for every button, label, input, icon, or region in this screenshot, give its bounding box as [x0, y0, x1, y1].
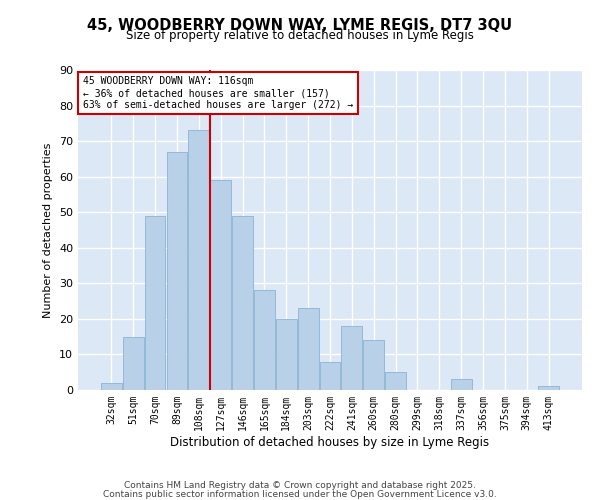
Bar: [101, 383, 122, 390]
Text: 45, WOODBERRY DOWN WAY, LYME REGIS, DT7 3QU: 45, WOODBERRY DOWN WAY, LYME REGIS, DT7 …: [88, 18, 512, 32]
Bar: [145, 216, 166, 390]
Bar: [385, 372, 406, 390]
Bar: [451, 380, 472, 390]
Bar: [188, 130, 209, 390]
Bar: [320, 362, 340, 390]
Bar: [364, 340, 384, 390]
Bar: [210, 180, 231, 390]
Text: Contains public sector information licensed under the Open Government Licence v3: Contains public sector information licen…: [103, 490, 497, 499]
Text: Contains HM Land Registry data © Crown copyright and database right 2025.: Contains HM Land Registry data © Crown c…: [124, 481, 476, 490]
Bar: [123, 336, 143, 390]
Y-axis label: Number of detached properties: Number of detached properties: [43, 142, 53, 318]
Bar: [538, 386, 559, 390]
Bar: [254, 290, 275, 390]
Bar: [232, 216, 253, 390]
Bar: [298, 308, 319, 390]
Text: Size of property relative to detached houses in Lyme Regis: Size of property relative to detached ho…: [126, 29, 474, 42]
Bar: [341, 326, 362, 390]
X-axis label: Distribution of detached houses by size in Lyme Regis: Distribution of detached houses by size …: [170, 436, 490, 448]
Bar: [276, 319, 296, 390]
Bar: [167, 152, 187, 390]
Text: 45 WOODBERRY DOWN WAY: 116sqm
← 36% of detached houses are smaller (157)
63% of : 45 WOODBERRY DOWN WAY: 116sqm ← 36% of d…: [83, 76, 353, 110]
